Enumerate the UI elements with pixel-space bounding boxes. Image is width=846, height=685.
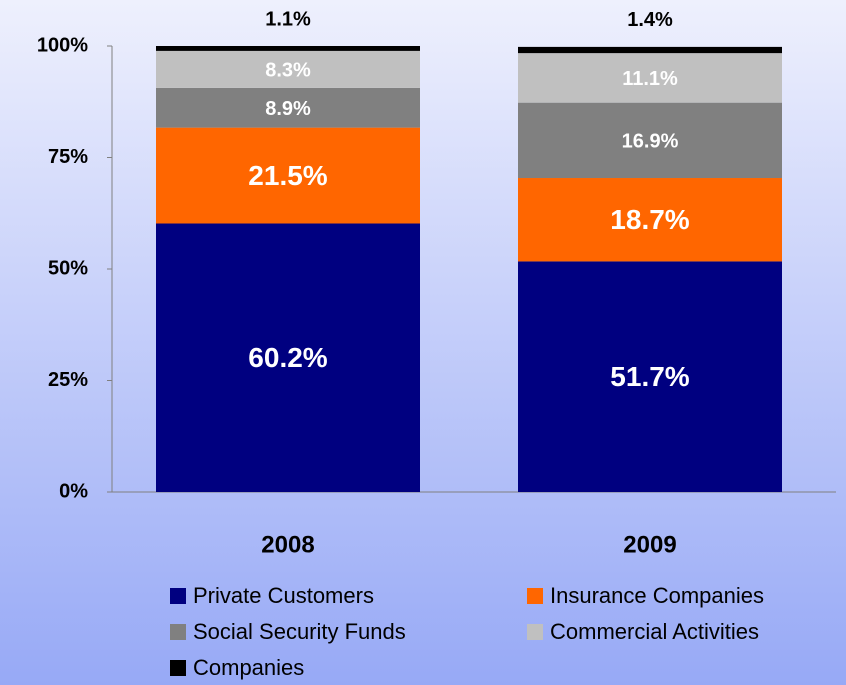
bar-segment	[156, 46, 420, 51]
legend-swatch	[527, 624, 543, 640]
bar-segment	[518, 261, 782, 492]
y-tick-label: 100%	[37, 34, 88, 56]
y-tick-label: 0%	[59, 480, 88, 502]
legend-label: Commercial Activities	[550, 619, 759, 644]
bar-segment	[156, 50, 420, 88]
data-label: 11.1%	[622, 68, 678, 90]
data-label: 1.1%	[265, 8, 311, 30]
legend-swatch	[527, 588, 543, 604]
legend-swatch	[170, 624, 186, 640]
y-tick-label: 75%	[48, 146, 88, 168]
data-label: 8.3%	[265, 60, 311, 82]
x-tick-label: 2009	[623, 531, 676, 558]
legend-label: Companies	[193, 655, 304, 680]
data-label: 16.9%	[622, 131, 679, 153]
x-tick-label: 2008	[261, 531, 314, 558]
data-label: 21.5%	[248, 160, 327, 191]
data-label: 8.9%	[265, 98, 311, 120]
legend-swatch	[170, 588, 186, 604]
data-label: 18.7%	[610, 204, 689, 235]
bar-segment	[518, 178, 782, 262]
bar-segment	[156, 223, 420, 492]
data-label: 51.7%	[610, 361, 689, 392]
bar-segment	[156, 127, 420, 224]
y-tick-label: 25%	[48, 369, 88, 391]
data-label: 1.4%	[627, 9, 673, 31]
bar-segment	[518, 102, 782, 179]
y-tick-label: 50%	[48, 257, 88, 279]
bar-segment	[518, 46, 782, 54]
legend-label: Insurance Companies	[550, 583, 764, 608]
data-label: 60.2%	[248, 342, 327, 373]
bar-segment	[518, 53, 782, 103]
legend-swatch	[170, 660, 186, 676]
legend-label: Social Security Funds	[193, 619, 406, 644]
bar-segment	[156, 87, 420, 128]
legend-label: Private Customers	[193, 583, 374, 608]
